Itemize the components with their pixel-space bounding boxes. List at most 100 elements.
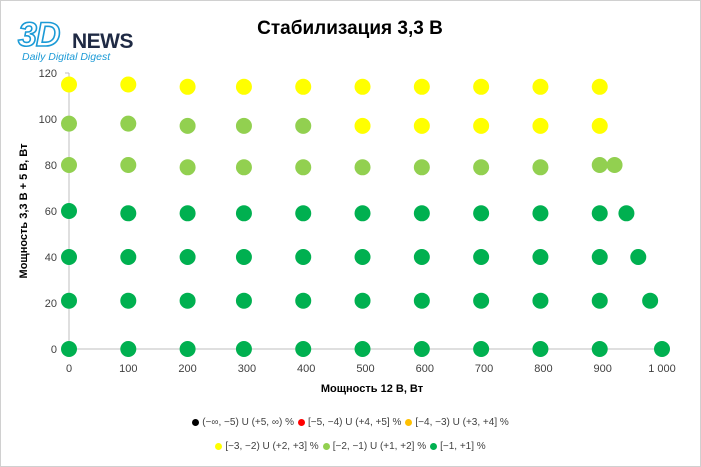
logo-tagline: Daily Digital Digest [22, 51, 111, 63]
data-point [235, 341, 252, 357]
data-point [120, 115, 137, 132]
data-point [295, 117, 312, 134]
y-tick-label: 100 [39, 114, 57, 126]
x-tick-label: 600 [416, 363, 434, 375]
data-point [354, 78, 371, 95]
data-point [354, 292, 371, 309]
chart-title: Стабилизация 3,3 В [257, 18, 443, 39]
data-point [532, 78, 549, 95]
data-point [61, 115, 77, 132]
legend-label: [−1, +1] % [440, 441, 486, 452]
data-point [591, 78, 608, 95]
data-point [532, 205, 549, 222]
data-point [120, 341, 137, 357]
data-point [295, 292, 312, 309]
x-tick-label: 0 [66, 363, 72, 375]
data-point [591, 157, 608, 173]
data-point [532, 341, 549, 357]
legend-label: (−∞, −5) U (+5, ∞) % [202, 417, 294, 428]
data-point [235, 249, 252, 265]
legend-item: [−5, −4) U (+4, +5] % [298, 417, 401, 428]
data-point [61, 157, 77, 173]
data-point [120, 205, 137, 222]
data-point [235, 78, 252, 95]
data-point [413, 78, 430, 95]
x-tick-label: 800 [534, 363, 552, 375]
data-point [61, 341, 77, 357]
data-point [179, 292, 196, 309]
legend-swatch [405, 419, 413, 426]
legend-row-2: [−3, −2) U (+2, +3] % [−2, −1) U (+1, +2]… [0, 441, 701, 452]
data-point [295, 159, 312, 176]
data-point [413, 249, 430, 265]
data-point [473, 249, 490, 265]
data-point [413, 159, 430, 176]
y-tick-label: 20 [45, 298, 57, 310]
x-tick-label: 400 [297, 363, 315, 375]
y-tick-label: 40 [45, 252, 57, 264]
data-point [179, 78, 196, 95]
legend-swatch [322, 443, 330, 450]
y-axis-title: Мощность 3,3 В + 5 В, Вт [18, 143, 30, 279]
legend-label: [−5, −4) U (+4, +5] % [308, 417, 402, 428]
data-point [120, 157, 137, 173]
legend-label: [−4, −3) U (+3, +4] % [415, 417, 509, 428]
y-tick-label: 0 [51, 344, 57, 356]
data-point [413, 341, 430, 357]
data-point [473, 78, 490, 95]
legend-swatch [430, 443, 438, 450]
data-point [473, 117, 490, 134]
legend-swatch [215, 443, 223, 450]
data-point [532, 292, 549, 309]
legend-item: [−4, −3) U (+3, +4] % [405, 417, 509, 428]
legend-swatch [192, 419, 200, 426]
logo-wordmark: NEWS [72, 30, 134, 53]
data-point [606, 157, 623, 173]
site-logo: 3D NEWS Daily Digital Digest [16, 17, 146, 64]
data-point [179, 159, 196, 176]
data-point [61, 76, 77, 93]
data-point [413, 117, 430, 134]
data-point [354, 341, 371, 357]
data-point [473, 292, 490, 309]
data-point [591, 292, 608, 309]
data-point [120, 76, 137, 93]
data-point [295, 205, 312, 222]
data-point [591, 117, 608, 134]
x-tick-label: 1 000 [648, 363, 676, 375]
data-point [413, 205, 430, 222]
data-point [295, 341, 312, 357]
legend-label: [−3, −2) U (+2, +3] % [225, 441, 319, 452]
axes: 0 100 200 300 400 500 600 700 800 900 1 000 0 20 40 60… [39, 68, 676, 375]
x-tick-label: 200 [178, 363, 196, 375]
data-point [61, 292, 77, 309]
data-point [591, 249, 608, 265]
data-point [642, 292, 659, 309]
data-point [235, 159, 252, 176]
legend-item: (−∞, −5) U (+5, ∞) % [192, 417, 294, 428]
legend-item: [−3, −2) U (+2, +3] % [215, 441, 319, 452]
data-point [179, 205, 196, 222]
y-tick-label: 120 [39, 68, 57, 80]
data-point [235, 292, 252, 309]
data-point [473, 159, 490, 176]
data-point [591, 205, 608, 222]
data-point [630, 249, 647, 265]
data-point [473, 205, 490, 222]
data-point [120, 292, 137, 309]
x-axis-title: Мощность 12 В, Вт [321, 383, 424, 395]
data-point [235, 117, 252, 134]
data-point [295, 78, 312, 95]
x-tick-label: 300 [238, 363, 256, 375]
data-point [473, 341, 490, 357]
data-point [354, 159, 371, 176]
data-point [532, 159, 549, 176]
data-point [179, 249, 196, 265]
data-point [618, 205, 635, 222]
data-point [532, 117, 549, 134]
data-point [120, 249, 137, 265]
data-point [235, 205, 252, 222]
legend-label: [−2, −1) U (+1, +2] % [332, 441, 427, 452]
